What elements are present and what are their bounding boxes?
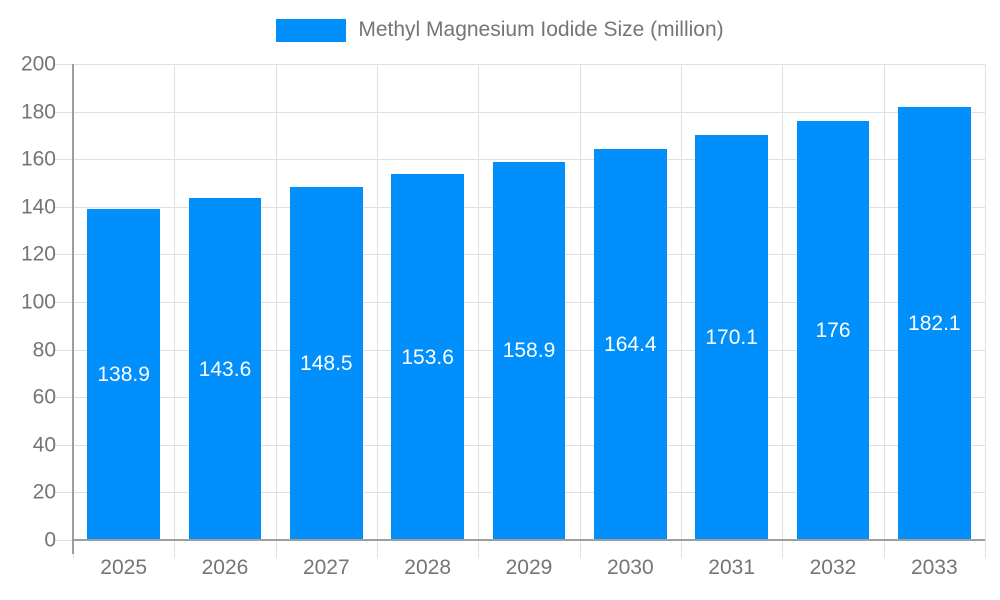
bar[interactable]: 170.1 bbox=[695, 135, 769, 540]
x-axis-tick bbox=[883, 540, 885, 558]
bar-value-label: 158.9 bbox=[502, 339, 556, 363]
x-gridline bbox=[377, 64, 378, 540]
y-axis-tick bbox=[55, 492, 73, 494]
x-gridline bbox=[478, 64, 480, 540]
bar[interactable]: 148.5 bbox=[289, 186, 363, 540]
y-axis-label: 120 bbox=[20, 242, 56, 266]
x-axis-tick bbox=[985, 540, 986, 558]
x-gridline bbox=[174, 64, 176, 540]
bar-value-label: 143.6 bbox=[198, 357, 252, 381]
y-axis-label: 40 bbox=[32, 433, 56, 457]
x-axis-label: 2027 bbox=[302, 556, 350, 579]
y-axis-label: 140 bbox=[20, 195, 56, 219]
y-axis-tick bbox=[55, 111, 73, 113]
bar[interactable]: 158.9 bbox=[492, 161, 566, 540]
bar[interactable]: 176 bbox=[796, 121, 870, 540]
y-axis-tick bbox=[55, 302, 73, 303]
y-axis-line bbox=[72, 64, 74, 554]
bar[interactable]: 182.1 bbox=[897, 106, 971, 540]
x-gridline bbox=[782, 64, 784, 540]
y-gridline bbox=[73, 64, 985, 65]
x-axis-tick bbox=[478, 540, 480, 558]
x-axis-tick bbox=[579, 540, 581, 558]
x-axis-label: 2026 bbox=[201, 556, 249, 579]
y-axis-label: 200 bbox=[20, 52, 56, 76]
x-gridline bbox=[883, 64, 885, 540]
x-axis-label: 2031 bbox=[708, 556, 756, 579]
legend-label: Methyl Magnesium Iodide Size (million) bbox=[358, 18, 724, 41]
y-axis-label: 180 bbox=[20, 100, 56, 124]
x-gridline bbox=[579, 64, 581, 540]
bar[interactable]: 164.4 bbox=[593, 148, 667, 540]
y-axis-label: 0 bbox=[44, 528, 56, 552]
y-axis-tick bbox=[55, 444, 73, 446]
x-gridline bbox=[985, 64, 986, 540]
y-axis-tick bbox=[55, 540, 73, 541]
y-axis-tick bbox=[55, 349, 73, 351]
bar[interactable]: 153.6 bbox=[391, 174, 465, 540]
y-axis-tick bbox=[55, 159, 73, 161]
x-axis-tick bbox=[377, 540, 378, 558]
y-axis-label: 20 bbox=[32, 480, 56, 504]
y-axis-label: 60 bbox=[32, 385, 56, 409]
x-axis-tick bbox=[275, 540, 277, 558]
legend-item[interactable]: Methyl Magnesium Iodide Size (million) bbox=[276, 18, 724, 42]
bar-value-label: 148.5 bbox=[300, 351, 353, 375]
y-axis-tick bbox=[55, 254, 73, 256]
bar[interactable]: 138.9 bbox=[87, 209, 161, 540]
y-axis-label: 160 bbox=[20, 147, 56, 171]
x-axis-label: 2033 bbox=[910, 556, 958, 579]
y-axis-tick bbox=[55, 64, 73, 65]
bar-value-label: 138.9 bbox=[97, 363, 150, 387]
bar-value-label: 170.1 bbox=[705, 326, 758, 350]
x-axis-label: 2029 bbox=[505, 556, 553, 579]
y-gridline bbox=[73, 111, 985, 113]
x-axis-tick bbox=[782, 540, 784, 558]
x-axis-label: 2025 bbox=[100, 556, 148, 579]
y-axis-label: 80 bbox=[32, 338, 56, 362]
y-axis-label: 100 bbox=[20, 290, 56, 314]
bar[interactable]: 143.6 bbox=[188, 198, 262, 540]
x-axis-tick bbox=[174, 540, 176, 558]
bar-value-label: 164.4 bbox=[604, 332, 657, 356]
y-axis-tick bbox=[55, 206, 73, 208]
x-axis-line bbox=[73, 539, 985, 541]
bar-value-label: 182.1 bbox=[908, 311, 961, 335]
bar-value-label: 176 bbox=[815, 319, 851, 343]
x-axis-tick bbox=[681, 540, 682, 558]
x-gridline bbox=[275, 64, 277, 540]
x-axis-label: 2030 bbox=[606, 556, 654, 579]
bar-value-label: 153.6 bbox=[401, 345, 454, 369]
legend-swatch-icon bbox=[276, 18, 347, 42]
y-axis-tick bbox=[55, 397, 73, 399]
x-axis-label: 2032 bbox=[809, 556, 857, 579]
x-axis-label: 2028 bbox=[404, 556, 452, 579]
legend: Methyl Magnesium Iodide Size (million) bbox=[0, 18, 1000, 42]
y-gridline bbox=[73, 159, 985, 161]
x-gridline bbox=[681, 64, 682, 540]
